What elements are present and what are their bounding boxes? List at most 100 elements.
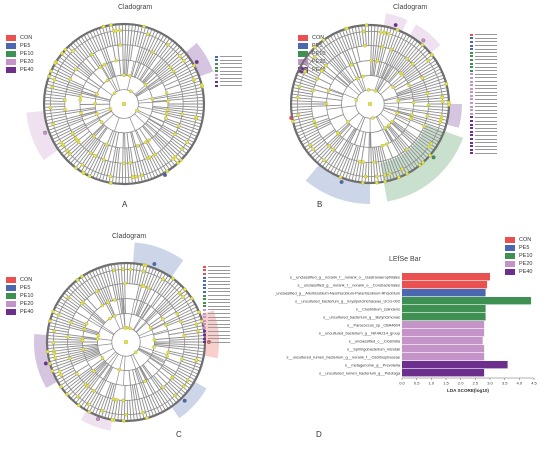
tree-node	[143, 140, 148, 145]
tree-node	[135, 144, 140, 148]
tree-node	[291, 119, 295, 124]
tree-node	[420, 76, 425, 80]
tree-node	[108, 107, 113, 112]
tree-node	[114, 29, 118, 33]
tree-node	[122, 161, 126, 165]
tree-branch	[396, 114, 444, 134]
taxa-color-swatch	[203, 341, 206, 344]
tree-node	[178, 54, 182, 58]
taxa-legend-item	[470, 141, 497, 145]
lefse-x-tick-label: 1.0	[429, 381, 435, 386]
tree-node	[135, 108, 139, 113]
tree-node	[165, 108, 170, 112]
taxa-color-swatch	[203, 316, 206, 319]
tree-branch	[52, 352, 100, 372]
tree-node	[364, 23, 369, 27]
tree-branch	[309, 141, 327, 156]
taxa-label-line	[475, 120, 497, 122]
legend-item-pe40: PE40	[6, 308, 33, 316]
tree-branch	[155, 133, 183, 160]
tree-branch	[156, 275, 169, 293]
tree-branch	[386, 143, 402, 178]
tree-branch	[61, 358, 104, 389]
taxa-legend-item	[215, 69, 242, 73]
tree-branch	[376, 65, 391, 92]
tree-branch	[178, 367, 197, 378]
tree-node	[374, 180, 379, 185]
tree-branch	[423, 127, 443, 137]
tree-branch	[91, 394, 102, 414]
legend-label-pe20: PE20	[312, 59, 326, 65]
tree-branch	[104, 64, 119, 92]
tree-branch	[132, 354, 148, 381]
tree-branch	[171, 377, 189, 392]
tree-node	[108, 174, 113, 179]
tree-branch	[61, 53, 90, 78]
lefse-x-tick-label: 4.0	[517, 381, 523, 386]
taxa-label-line	[475, 142, 497, 144]
legend-label-pe10: PE10	[519, 253, 533, 259]
tree-node	[122, 73, 126, 77]
tree-branch	[336, 76, 360, 96]
tree-root-node	[121, 101, 127, 107]
taxa-color-swatch	[203, 269, 206, 272]
tree-branch	[72, 282, 98, 311]
clade-highlight	[34, 333, 58, 388]
tree-branch	[49, 74, 98, 94]
tree-branch	[383, 128, 410, 173]
taxa-label-line	[475, 34, 497, 36]
tree-node	[426, 58, 430, 63]
tree-branch	[402, 52, 431, 76]
tree-branch	[152, 96, 204, 103]
tree-node	[100, 408, 105, 413]
taxa-label-line	[208, 269, 230, 271]
tree-branch	[338, 143, 354, 178]
tree-node	[395, 111, 399, 115]
tree-branch	[133, 28, 153, 78]
tree-node	[75, 371, 79, 376]
taxa-label-line	[208, 291, 230, 293]
tree-node	[65, 392, 69, 397]
tree-branch	[370, 132, 373, 183]
tree-node	[59, 384, 63, 389]
tree-branch	[70, 125, 106, 164]
tree-branch	[342, 70, 362, 94]
tree-node	[113, 298, 117, 302]
tree-node	[375, 59, 380, 63]
tree-branch	[55, 62, 100, 90]
taxa-label-line	[208, 313, 230, 315]
tree-node	[173, 132, 177, 136]
taxa-legend-item	[203, 323, 230, 327]
taxa-legend-item	[470, 47, 497, 51]
lefse-bar-label: s__unclassified_c__Clostridia	[349, 338, 401, 343]
tree-node	[65, 149, 70, 153]
taxa-label-line	[208, 280, 230, 282]
tree-branch	[47, 343, 83, 346]
taxa-label-line	[475, 66, 497, 68]
taxa-color-swatch	[215, 84, 218, 87]
tree-node	[70, 131, 75, 136]
tree-branch	[161, 62, 193, 82]
taxa-label-line	[475, 77, 497, 79]
biomarker-node	[152, 262, 157, 266]
tree-branch	[53, 124, 86, 143]
tree-branch	[303, 135, 322, 149]
panel-d-letter: D	[316, 430, 322, 439]
tree-branch	[142, 364, 175, 406]
taxa-legend-item	[470, 98, 497, 102]
taxa-legend-item	[203, 287, 230, 291]
tree-node	[395, 28, 400, 32]
tree-branch	[297, 121, 331, 137]
tree-branch	[380, 113, 403, 134]
tree-node	[439, 117, 443, 122]
taxa-color-swatch	[203, 308, 206, 311]
taxa-legend-item	[470, 126, 497, 130]
tree-branch	[427, 115, 448, 121]
taxa-label-line	[220, 59, 242, 61]
tree-branch	[56, 369, 75, 381]
tree-branch	[55, 367, 74, 378]
legend-item-pe5: PE5	[6, 284, 33, 292]
tree-branch	[296, 114, 344, 134]
tree-node	[111, 397, 116, 401]
tree-branch	[70, 362, 107, 399]
